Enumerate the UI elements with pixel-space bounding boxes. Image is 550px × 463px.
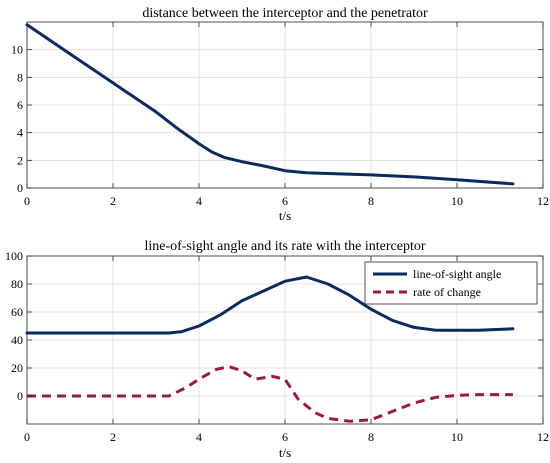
x-tick-label: 6: [282, 194, 288, 208]
y-tick-label: 6: [17, 98, 23, 112]
y-tick-label: 10: [11, 43, 23, 57]
x-axis-label: t/s: [279, 208, 291, 223]
y-tick-label: 0: [17, 181, 23, 195]
x-tick-label: 0: [24, 430, 30, 444]
x-tick-label: 0: [24, 194, 30, 208]
chart-title: distance between the interceptor and the…: [142, 6, 428, 21]
x-tick-label: 6: [282, 430, 288, 444]
legend: line-of-sight angle rate of change: [364, 261, 538, 305]
y-tick-label: 20: [11, 361, 23, 375]
y-tick-label: 8: [17, 70, 23, 84]
y-tick-label: 2: [17, 153, 23, 167]
y-tick-label: 0: [17, 389, 23, 403]
y-tick-label: 100: [5, 249, 23, 263]
y-tick-label: 60: [11, 305, 23, 319]
legend-label-1: rate of change: [413, 285, 481, 299]
y-tick-label: 80: [11, 277, 23, 291]
x-tick-label: 4: [196, 430, 202, 444]
x-tick-label: 12: [537, 194, 549, 208]
x-tick-label: 2: [110, 194, 116, 208]
legend-label-0: line-of-sight angle: [413, 267, 501, 281]
line-of-sight-chart: 0 2 4 6 8 10 12 0 20 40 60 80 100 line-of-sight angle…: [5, 239, 549, 460]
series-line-0: [25, 23, 515, 186]
x-axis-label: t/s: [279, 445, 291, 460]
legend-box: [364, 261, 538, 305]
x-tick-label: 4: [196, 194, 202, 208]
y-tick-label: 40: [11, 333, 23, 347]
x-tick-label: 10: [451, 430, 463, 444]
series-line-0: [25, 275, 515, 335]
distance-chart: 0 2 4 6 8 10 12 0 2 4 6 8 10 distance between the int…: [11, 6, 549, 223]
chart-title: line-of-sight angle and its rate with th…: [144, 239, 425, 254]
y-tick-label: 4: [17, 126, 23, 140]
x-tick-label: 10: [451, 194, 463, 208]
x-tick-label: 12: [537, 430, 549, 444]
x-tick-label: 8: [368, 194, 374, 208]
series-line-1: [27, 365, 513, 423]
x-tick-label: 8: [368, 430, 374, 444]
x-tick-label: 2: [110, 430, 116, 444]
